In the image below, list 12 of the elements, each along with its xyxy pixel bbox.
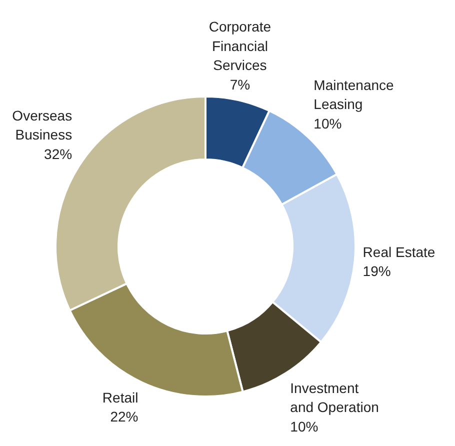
slice-label: Overseas Business bbox=[12, 107, 72, 143]
data-label: 32% bbox=[44, 146, 72, 162]
slice-label: Real Estate bbox=[362, 244, 436, 260]
data-label: 10% bbox=[290, 418, 318, 434]
data-label: 19% bbox=[362, 262, 391, 279]
slice-label: Maintenance Leasing bbox=[314, 76, 394, 112]
data-label: 7% bbox=[230, 76, 250, 92]
slice-label: Corporate Financial Services bbox=[208, 18, 272, 74]
slice-label: Investment and Operation bbox=[290, 380, 379, 416]
data-label: 10% bbox=[314, 115, 342, 132]
slice-label: Retail bbox=[102, 389, 138, 406]
data-label: 22% bbox=[110, 408, 138, 425]
